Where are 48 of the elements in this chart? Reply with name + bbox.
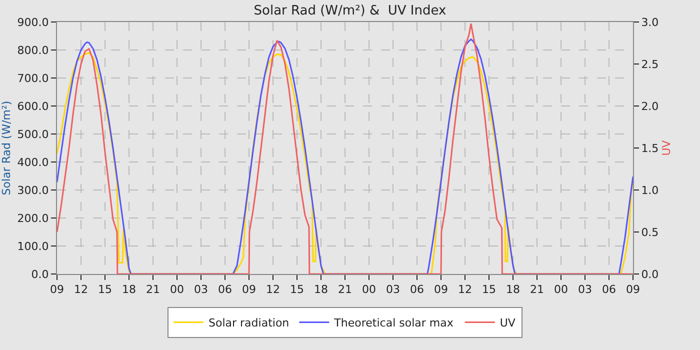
x-tick-label: 00 — [362, 283, 376, 296]
y2-tick-label: 0.5 — [641, 226, 659, 239]
y-tick-label: 400.0 — [17, 156, 49, 169]
y-tick-label: 600.0 — [17, 100, 49, 113]
x-tick-label: 21 — [530, 283, 544, 296]
y2-tick-label: 1.0 — [641, 184, 659, 197]
x-tick-label: 18 — [506, 283, 520, 296]
x-tick-label: 15 — [482, 283, 496, 296]
x-tick-label: 03 — [386, 283, 400, 296]
x-tick-label: 12 — [458, 283, 472, 296]
y2-axis-title: UV — [660, 140, 673, 156]
legend-label: Theoretical solar max — [333, 316, 454, 330]
y-tick-label: 500.0 — [17, 128, 49, 141]
y-tick-label: 800.0 — [17, 44, 49, 57]
x-tick-label: 00 — [554, 283, 568, 296]
y-tick-label: 900.0 — [17, 16, 49, 29]
legend-label: UV — [500, 316, 516, 330]
x-tick-label: 15 — [290, 283, 304, 296]
y-tick-label: 700.0 — [17, 72, 49, 85]
x-tick-label: 09 — [242, 283, 256, 296]
x-tick-label: 06 — [602, 283, 616, 296]
x-tick-label: 12 — [266, 283, 280, 296]
x-tick-label: 15 — [98, 283, 112, 296]
x-tick-label: 12 — [74, 283, 88, 296]
x-tick-label: 09 — [434, 283, 448, 296]
y2-tick-label: 2.0 — [641, 100, 659, 113]
x-tick-label: 21 — [338, 283, 352, 296]
y2-tick-label: 0.0 — [641, 268, 659, 281]
legend-label: Solar radiation — [208, 316, 290, 330]
chart-title: Solar Rad (W/m²) & UV Index — [254, 3, 447, 18]
y-tick-label: 200.0 — [17, 212, 49, 225]
x-tick-label: 21 — [146, 283, 160, 296]
y-tick-label: 100.0 — [17, 240, 49, 253]
x-tick-label: 09 — [50, 283, 64, 296]
x-tick-label: 06 — [218, 283, 232, 296]
y2-tick-label: 1.5 — [641, 142, 659, 155]
x-tick-label: 09 — [626, 283, 640, 296]
y-axis-title: Solar Rad (W/m²) — [0, 100, 13, 196]
y2-tick-label: 2.5 — [641, 58, 659, 71]
x-tick-label: 18 — [314, 283, 328, 296]
x-tick-label: 03 — [194, 283, 208, 296]
x-tick-label: 18 — [122, 283, 136, 296]
x-tick-label: 00 — [170, 283, 184, 296]
y2-tick-label: 3.0 — [641, 16, 659, 29]
x-tick-label: 03 — [578, 283, 592, 296]
x-tick-label: 06 — [410, 283, 424, 296]
y-tick-label: 300.0 — [17, 184, 49, 197]
y-tick-label: 0.0 — [31, 268, 49, 281]
